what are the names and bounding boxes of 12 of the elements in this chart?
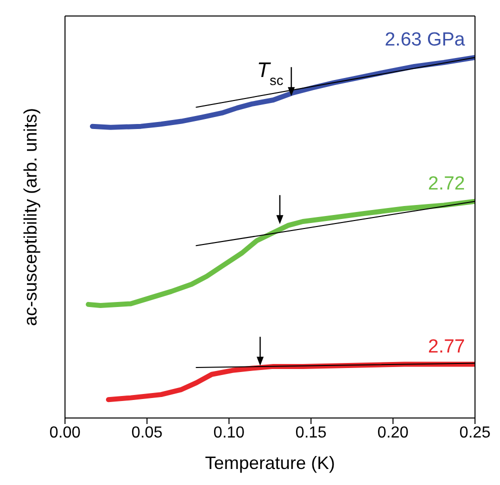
x-axis-title: Temperature (K) [204,453,336,473]
x-tick-label: 0.20 [377,424,409,442]
x-tick-label: 0.05 [131,424,163,442]
series-label: 2.77 [428,336,465,358]
annotation: T$_{sc}$ [256,59,284,88]
series-label: 2.72 [428,173,465,194]
x-tick-label: 0.25 [459,424,491,442]
y-axis-title: ac-susceptibility (arb. units) [20,108,40,326]
x-tick-label: 0.00 [49,424,81,442]
x-tick-label: 0.15 [295,424,327,442]
x-tick-label: 0.10 [213,424,245,442]
series-label: 2.63 GPa [384,29,466,50]
